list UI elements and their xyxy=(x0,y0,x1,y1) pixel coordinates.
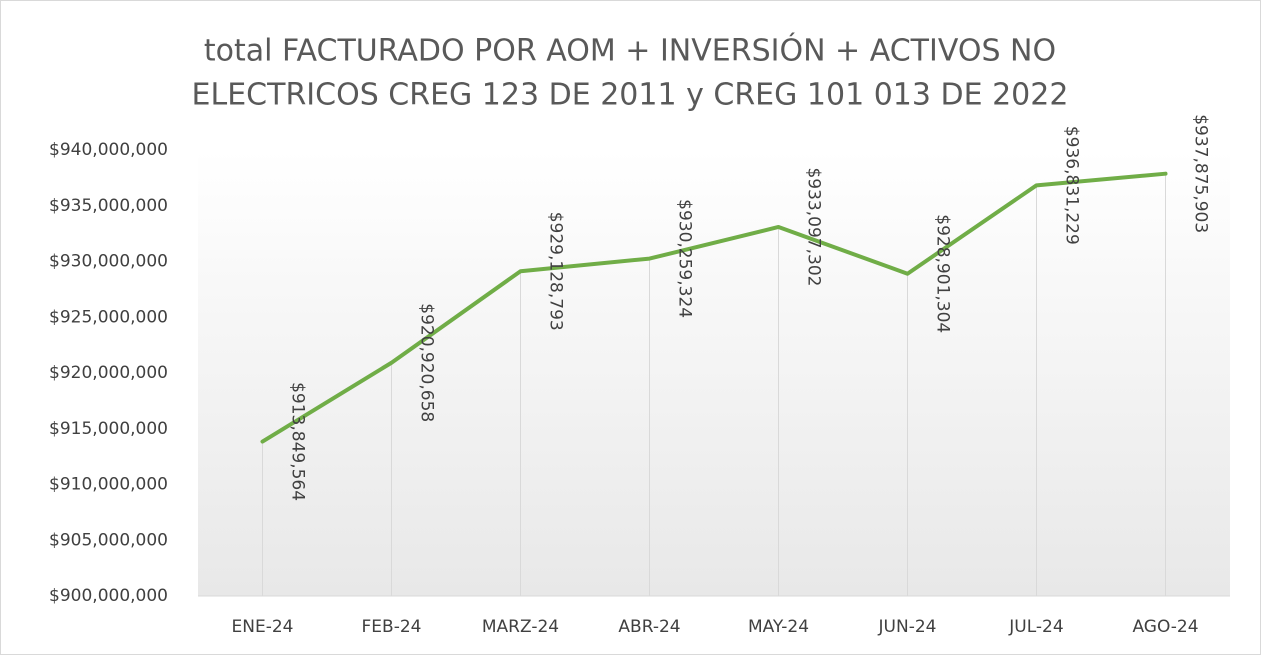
chart-title: ELECTRICOS CREG 123 DE 2011 y CREG 101 0… xyxy=(192,78,1069,113)
data-label: $930,259,324 xyxy=(675,199,695,318)
y-tick-label: $900,000,000 xyxy=(49,586,168,606)
y-tick-label: $905,000,000 xyxy=(49,530,168,550)
x-tick-label: ENE-24 xyxy=(232,617,294,637)
y-tick-label: $940,000,000 xyxy=(49,140,168,160)
data-label: $933,097,302 xyxy=(804,167,824,286)
y-tick-label: $925,000,000 xyxy=(49,307,168,327)
data-line xyxy=(260,171,1168,444)
y-tick-label: $915,000,000 xyxy=(49,419,168,439)
y-tick-label: $920,000,000 xyxy=(49,363,168,383)
data-label: $920,920,658 xyxy=(417,303,437,422)
data-label: $928,901,304 xyxy=(933,214,953,333)
y-tick-label: $935,000,000 xyxy=(49,196,168,216)
x-tick-label: MAY-24 xyxy=(748,617,809,637)
x-tick-label: AGO-24 xyxy=(1132,617,1198,637)
data-label: $929,128,793 xyxy=(546,212,566,331)
plot-area xyxy=(198,150,1230,596)
x-tick-label: ABR-24 xyxy=(618,617,680,637)
y-tick-label: $930,000,000 xyxy=(49,252,168,272)
data-label: $913,849,564 xyxy=(288,382,308,501)
chart-title: total FACTURADO POR AOM + INVERSIÓN + AC… xyxy=(204,32,1056,69)
x-tick-label: FEB-24 xyxy=(362,617,422,637)
x-tick-label: JUN-24 xyxy=(878,617,937,637)
x-tick-label: MARZ-24 xyxy=(482,617,559,637)
data-label: $936,831,229 xyxy=(1062,126,1082,245)
data-label: $937,875,903 xyxy=(1191,114,1211,233)
y-tick-label: $910,000,000 xyxy=(49,475,168,495)
x-tick-label: JUL-24 xyxy=(1008,617,1063,637)
